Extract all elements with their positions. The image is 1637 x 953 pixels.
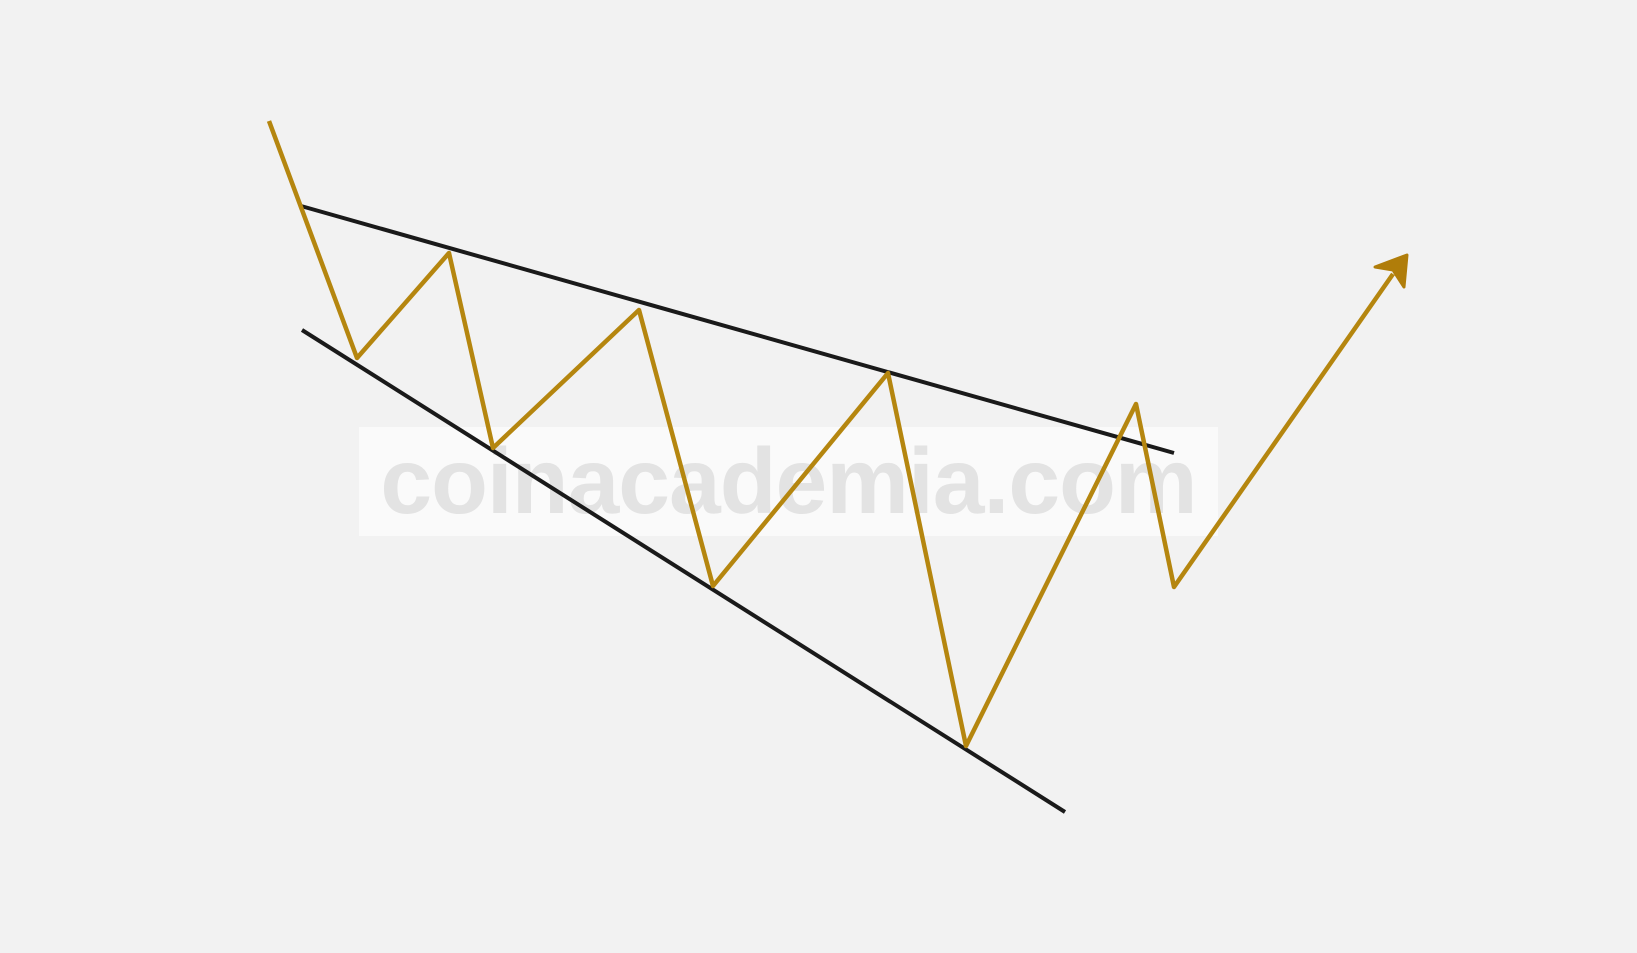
watermark-text: coinacademia.com [380,429,1197,533]
price-path [266,120,1395,749]
upper-trendline [300,204,1175,455]
watermark-background [359,427,1218,536]
lower-trendline [300,328,1067,814]
arrow-up-right-icon [1373,253,1409,289]
